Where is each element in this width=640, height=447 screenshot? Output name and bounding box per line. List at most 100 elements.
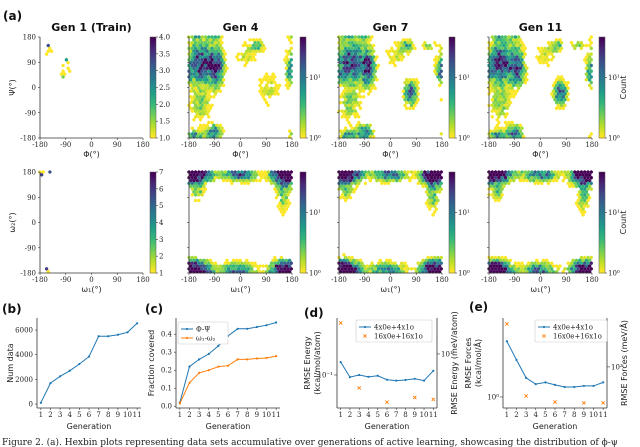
hexbin-cell: [63, 72, 67, 76]
hexbin-cell: [355, 38, 359, 42]
colorbar-segment: [449, 209, 455, 213]
hexbin-cell: [410, 97, 414, 102]
hexbin-cell: [370, 175, 374, 180]
hexbin-cell: [203, 80, 208, 85]
hexbin-cell: [192, 172, 196, 177]
colorbar-segment: [300, 72, 306, 76]
hexbin-cell: [546, 175, 550, 180]
hexbin-cell: [283, 187, 287, 191]
colorbar-segment: [300, 42, 306, 45]
hexbin-cell: [413, 97, 417, 102]
hexbin-cell: [213, 35, 217, 39]
hexbin-cell: [489, 89, 493, 94]
hexbin-cell: [365, 55, 369, 59]
hexbin-cell: [347, 40, 351, 45]
hexbin-cell: [368, 172, 372, 177]
hexbin-cell: [583, 204, 587, 209]
hexbin-cell: [198, 117, 203, 122]
hexbin-cell: [424, 258, 429, 263]
hexbin-cell: [503, 103, 508, 108]
hexbin-cell: [494, 75, 498, 79]
colorbar-tick-label: 2: [159, 253, 163, 261]
hexbin-cell: [233, 261, 237, 266]
hexbin-cell: [586, 69, 590, 74]
hexbin-cell: [500, 261, 504, 266]
data-point: [198, 358, 201, 361]
hexbin-cell: [203, 46, 208, 51]
hexbin-cell: [202, 60, 206, 65]
hexbin-cell: [357, 75, 361, 79]
hexbin-cell: [400, 46, 404, 51]
hexbin-cell: [429, 267, 433, 271]
hexbin-cell: [497, 192, 501, 197]
hexbin-cell: [505, 129, 509, 133]
colorbar-segment: [300, 62, 306, 66]
hexbin-cell: [210, 175, 214, 180]
hexbin-cell: [495, 106, 499, 111]
hexbin-cell: [497, 86, 501, 91]
hexbin-cell: [495, 43, 499, 48]
hexbin-cell: [505, 258, 509, 263]
hexbin-cell: [500, 69, 504, 74]
hexbin-cell: [400, 170, 404, 174]
colorbar-segment: [150, 120, 156, 124]
colorbar-segment: [150, 54, 156, 58]
hexbin-cell: [531, 178, 536, 183]
hexbin-cell: [381, 178, 386, 183]
hexbin-cell: [344, 80, 348, 85]
colorbar-segment: [599, 132, 605, 136]
colorbar-segment: [599, 42, 605, 45]
hexbin-cell: [278, 83, 282, 88]
hexbin-cell: [350, 57, 354, 62]
hexbin-cell: [245, 43, 249, 48]
hexbin-cell: [345, 94, 349, 99]
hexbin-cell: [202, 184, 206, 189]
hexbin-cell: [512, 77, 516, 82]
hexbin-cell: [358, 100, 363, 105]
legend-entry: 16x0e+16x1o: [553, 333, 602, 341]
hexbin-cell: [555, 77, 559, 82]
data-point: [217, 344, 220, 347]
hexbin-cell: [207, 63, 211, 68]
hexbin-cell: [393, 40, 397, 45]
colorbar-segment: [599, 52, 605, 56]
hexbin-cell: [352, 129, 356, 133]
hexbin-cell: [344, 192, 348, 197]
hexbin-cell: [424, 184, 429, 189]
hexbin-cell: [208, 106, 213, 111]
hexbin-cell: [556, 92, 560, 96]
hexbin-cell: [400, 261, 404, 266]
data-point: [505, 340, 508, 343]
hexbin-cell: [560, 86, 564, 91]
hexbin-cell: [195, 100, 199, 105]
hexbin-cell: [520, 40, 524, 45]
colorbar-segment: [300, 197, 306, 201]
hexbin-cell: [362, 94, 366, 99]
hexbin-cell: [360, 267, 364, 271]
hexbin-cell: [520, 261, 524, 266]
hexbin-cell: [365, 83, 369, 88]
colorbar-segment: [599, 219, 605, 223]
hexbin-cell: [362, 60, 366, 65]
hexbin-cell: [410, 80, 414, 85]
hexbin-cell: [251, 38, 255, 42]
hexbin-cell: [492, 178, 496, 183]
hexbin-cell: [202, 112, 206, 116]
hexbin-cell: [395, 55, 399, 59]
hexbin-cell: [208, 172, 213, 177]
hexbin-cell: [424, 201, 429, 206]
hexbin-cell: [556, 46, 560, 51]
hexbin-cell: [362, 66, 366, 71]
colorbar-segment: [449, 260, 455, 264]
x-tick-label: 5: [543, 411, 547, 419]
colorbar-segment: [150, 59, 156, 63]
hexbin-cell: [494, 181, 498, 186]
hexbin-cell: [560, 92, 564, 96]
hexbin-cell: [520, 126, 524, 131]
hexbin-cell: [207, 126, 211, 131]
x-tick-label: 90: [113, 141, 122, 149]
colorbar-segment: [150, 69, 156, 73]
hexbin-cell: [438, 55, 442, 59]
colorbar-segment: [300, 217, 306, 221]
colorbar-segment: [449, 79, 455, 83]
